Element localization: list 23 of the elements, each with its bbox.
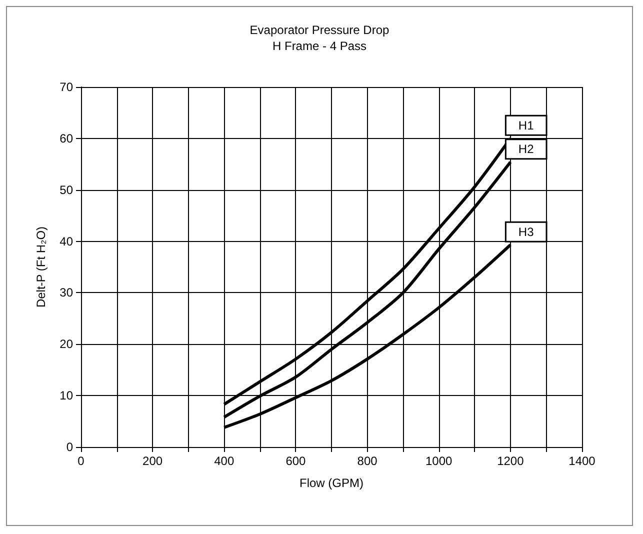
chart-subtitle: H Frame - 4 Pass bbox=[272, 39, 367, 53]
y-tick-label: 70 bbox=[60, 80, 74, 94]
x-tick-label: 1000 bbox=[426, 454, 453, 468]
x-tick-label: 600 bbox=[286, 454, 306, 468]
y-tick-label: 20 bbox=[60, 337, 74, 352]
y-axis-title: Delt-P (Ft H₂O) bbox=[34, 226, 48, 308]
series-label: H3 bbox=[518, 224, 534, 239]
series-label: H1 bbox=[518, 118, 534, 132]
x-tick-label: 400 bbox=[214, 454, 234, 468]
y-tick-label: 50 bbox=[60, 182, 74, 197]
y-tick-label: 60 bbox=[60, 131, 74, 146]
y-tick-label: 0 bbox=[66, 440, 74, 454]
x-axis-title: Flow (GPM) bbox=[300, 476, 364, 490]
x-tick-label: 0 bbox=[78, 454, 85, 468]
chart-title: Evaporator Pressure Drop bbox=[250, 23, 390, 37]
legend-label: H2 bbox=[518, 142, 534, 156]
y-tick-label: 40 bbox=[60, 234, 74, 248]
x-tick-label: 800 bbox=[357, 454, 378, 468]
y-tick-label: 30 bbox=[60, 286, 74, 300]
x-tick-label: 1400 bbox=[568, 454, 596, 468]
x-tick-label: 1200 bbox=[497, 454, 524, 468]
y-tick-label: 10 bbox=[60, 388, 74, 403]
x-tick-label: 200 bbox=[142, 454, 163, 468]
